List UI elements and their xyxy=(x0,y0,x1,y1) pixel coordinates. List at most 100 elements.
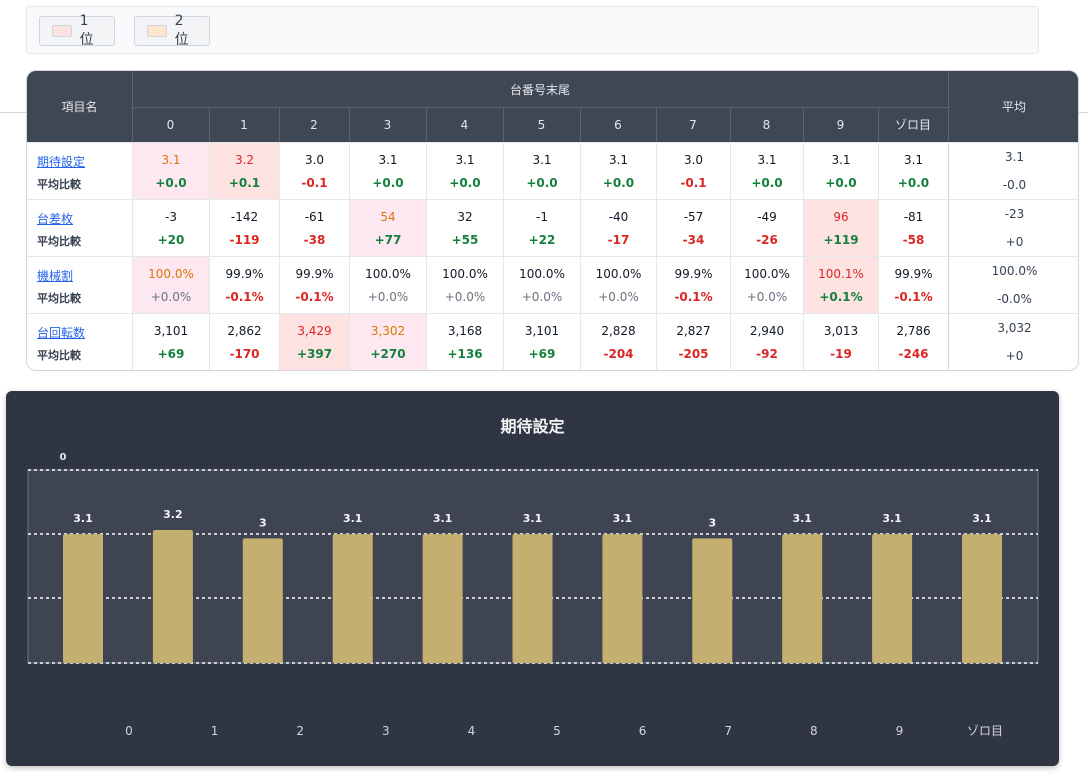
row-name-link[interactable]: 台差枚 xyxy=(37,212,74,226)
data-cell: -61 -38 xyxy=(279,200,349,257)
row-name-link[interactable]: 台回転数 xyxy=(37,326,86,340)
bar-4[interactable] xyxy=(422,534,463,663)
cell-value: -81 xyxy=(903,210,924,224)
bar-0[interactable] xyxy=(63,534,103,663)
data-cell: 99.9% -0.1% xyxy=(279,257,349,314)
stats-table: 項目名 台番号末尾 平均 0 1 2 3 4 5 6 7 8 9 ゾロ目 期待設定 平均比較 3.1 +0… xyxy=(26,70,1079,371)
data-cell: 3.1 +0.0 xyxy=(803,143,878,200)
data-cell: 54 +77 xyxy=(349,200,426,257)
cell-value: -142 xyxy=(230,210,259,224)
cell-value: 32 xyxy=(457,210,473,224)
cell-diff: -246 xyxy=(898,347,929,361)
cell-value: 3,013 xyxy=(823,324,859,338)
cell-diff: +22 xyxy=(528,233,556,247)
cell-diff: +0.0% xyxy=(444,290,486,304)
cell-value: 2,786 xyxy=(896,324,931,338)
cell-value: 2,828 xyxy=(601,324,636,338)
cell-diff: -170 xyxy=(229,347,260,361)
cell-diff: -0.1% xyxy=(674,290,713,304)
bar-ゾロ目[interactable] xyxy=(962,534,1002,663)
cell-value: 54 xyxy=(380,210,396,224)
bar-7[interactable] xyxy=(692,538,733,663)
avg-value: -23 xyxy=(1004,207,1025,221)
x-tick-label: 3 xyxy=(382,724,390,738)
cell-diff: +69 xyxy=(528,347,556,361)
cell-value: -61 xyxy=(304,210,325,224)
cell-value: 100.0% xyxy=(595,267,642,281)
row-name-link[interactable]: 期待設定 xyxy=(37,155,86,169)
chart-title: 期待設定 xyxy=(500,417,565,436)
cell-value: 100.1% xyxy=(818,267,864,281)
bar-value-label: 3.1 xyxy=(73,512,93,525)
cell-diff: -0.1% xyxy=(295,290,334,304)
row-name-link[interactable]: 機械割 xyxy=(37,269,74,283)
table-row: 機械割 平均比較 100.0% +0.0% 99.9% -0.1% 99.9% -0.1% 10… xyxy=(27,256,1078,314)
cell-diff: +0.0 xyxy=(751,176,783,190)
data-cell: 100.1% +0.1% xyxy=(803,257,878,314)
cell-diff: +69 xyxy=(157,347,185,361)
cell-diff: +0.0% xyxy=(598,290,639,304)
legend-rank2-label: 2位 xyxy=(174,13,189,48)
bar-6[interactable] xyxy=(602,534,643,663)
bar-value-label: 3.1 xyxy=(613,512,633,525)
cell-value: 100.0% xyxy=(365,267,411,281)
legend-rank1-button[interactable]: 1位 xyxy=(39,13,115,48)
cell-value: 3,168 xyxy=(447,324,483,338)
column-header-0: 0 xyxy=(166,117,175,132)
data-cell: 3.0 -0.1 xyxy=(656,143,730,200)
cell-value: 100.0% xyxy=(744,267,790,281)
avg-cell: 3,032 +0 xyxy=(948,314,1078,370)
cell-diff: -205 xyxy=(678,347,709,361)
data-cell: 3,168 +136 xyxy=(426,314,503,370)
x-tick-label: 9 xyxy=(896,724,904,738)
cell-diff: -38 xyxy=(303,233,326,247)
x-tick-label: 8 xyxy=(810,724,818,738)
x-tick-label: 1 xyxy=(211,724,219,738)
bar-1[interactable] xyxy=(152,530,193,663)
legend-bar: 1位 2位 xyxy=(26,6,1039,54)
cell-value: 3.0 xyxy=(683,153,704,167)
bar-5[interactable] xyxy=(512,534,553,663)
row-name-cell: 台差枚 平均比較 xyxy=(27,200,132,257)
cell-diff: +0.0 xyxy=(155,176,187,190)
x-tick-label: 6 xyxy=(639,724,647,738)
column-header-4: 4 xyxy=(460,117,469,132)
avg-cell: 3.1 -0.0 xyxy=(948,143,1078,200)
cell-value: -3 xyxy=(165,210,177,224)
bar-value-label: 3.2 xyxy=(163,508,183,521)
column-header-1: 1 xyxy=(240,117,248,132)
cell-diff: +0.0 xyxy=(602,176,635,190)
cell-diff: +0.0% xyxy=(521,290,563,304)
cell-diff: +0.0% xyxy=(367,290,409,304)
data-cell: 99.9% -0.1% xyxy=(878,257,948,314)
data-cell: 3,101 +69 xyxy=(503,314,580,370)
data-cell: -142 -119 xyxy=(209,200,279,257)
cell-diff: +20 xyxy=(157,233,185,247)
bar-value-label: 3.1 xyxy=(523,512,543,525)
cell-value: 99.9% xyxy=(894,267,933,281)
legend-rank2-button[interactable]: 2位 xyxy=(134,13,210,48)
data-cell: 32 +55 xyxy=(426,200,503,257)
bar-2[interactable] xyxy=(242,538,283,663)
cell-value: 3.1 xyxy=(608,153,629,167)
x-tick-label: 5 xyxy=(553,724,561,738)
group-header: 台番号末尾 xyxy=(509,82,570,97)
cell-value: 100.0% xyxy=(519,267,565,281)
avg-diff: -0.0 xyxy=(1002,178,1027,192)
bar-9[interactable] xyxy=(872,534,913,663)
bar-8[interactable] xyxy=(782,534,823,663)
cell-diff: +270 xyxy=(370,347,406,361)
cell-diff: -0.1% xyxy=(894,290,933,304)
cell-diff: +136 xyxy=(447,347,483,361)
data-cell: 3,101 +69 xyxy=(132,314,209,370)
cell-value: 2,862 xyxy=(227,324,262,338)
data-cell: 2,786 -246 xyxy=(878,314,948,370)
cell-value: 3.2 xyxy=(234,153,255,167)
cell-value: 3.1 xyxy=(455,153,475,167)
bar-3[interactable] xyxy=(332,534,373,663)
cell-diff: -26 xyxy=(756,233,778,247)
data-cell: -1 +22 xyxy=(503,200,580,257)
cell-diff: +0.1 xyxy=(228,176,261,190)
data-cell: -57 -34 xyxy=(656,200,730,257)
data-cell: 3.0 -0.1 xyxy=(279,143,349,200)
